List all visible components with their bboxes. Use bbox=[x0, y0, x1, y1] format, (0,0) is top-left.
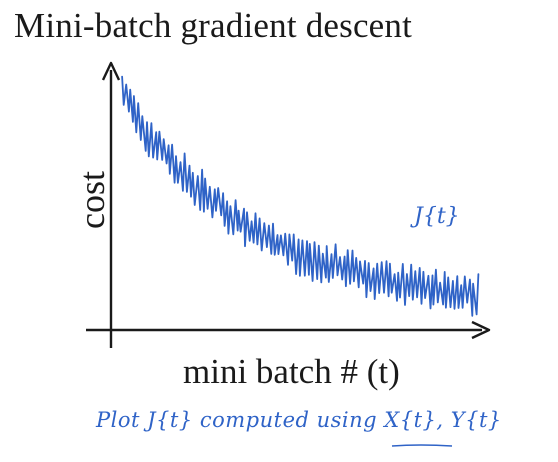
underline-mark bbox=[391, 444, 453, 447]
cost-series-line bbox=[121, 75, 480, 317]
y-axis-arrow bbox=[101, 61, 121, 81]
plot-annotation: Plot J{t} computed using X{t}, Y{t} bbox=[96, 408, 502, 432]
x-axis-label: mini batch # (t) bbox=[183, 352, 400, 391]
slide-title: Mini-batch gradient descent bbox=[14, 6, 413, 45]
x-axis-arrow bbox=[471, 320, 491, 340]
y-axis-label: cost bbox=[72, 171, 112, 229]
cost-annotation: J{t} bbox=[414, 204, 460, 229]
